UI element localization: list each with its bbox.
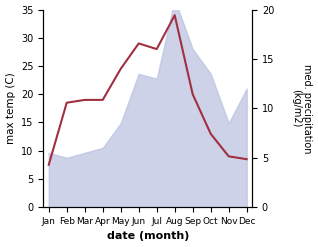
X-axis label: date (month): date (month)	[107, 231, 189, 242]
Y-axis label: med. precipitation
(kg/m2): med. precipitation (kg/m2)	[291, 64, 313, 153]
Y-axis label: max temp (C): max temp (C)	[5, 72, 16, 144]
